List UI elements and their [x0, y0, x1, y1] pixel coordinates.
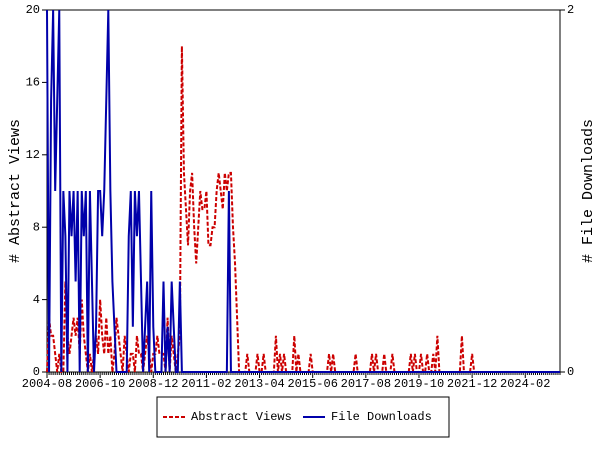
plot-frame [46, 9, 561, 373]
y-tick-label: 8 [33, 220, 40, 234]
y-tick-label: 20 [26, 3, 40, 17]
legend-label: File Downloads [331, 410, 432, 424]
y-tick-label: 4 [33, 293, 40, 307]
y2-axis-title: # File Downloads [580, 119, 597, 263]
x-tick-label: 2013-04 [234, 377, 284, 391]
y-tick-label: 0 [33, 365, 40, 379]
x-tick-label: 2015-06 [287, 377, 337, 391]
y2-tick-label: 0 [567, 365, 574, 379]
y-tick-label: 12 [26, 148, 40, 162]
x-tick-label: 2024-02 [500, 377, 550, 391]
x-tick-label: 2008-12 [128, 377, 178, 391]
x-tick-label: 2019-10 [394, 377, 444, 391]
y-tick-label: 16 [26, 76, 40, 90]
y-axis-title: # Abstract Views [7, 119, 24, 263]
legend-label: Abstract Views [191, 410, 292, 424]
x-tick-label: 2017-08 [341, 377, 391, 391]
x-tick-label: 2021-12 [447, 377, 497, 391]
y2-tick-label: 2 [567, 3, 574, 17]
x-tick-label: 2006-10 [75, 377, 125, 391]
series-line [46, 46, 560, 373]
series-line [46, 9, 560, 373]
x-tick-label: 2004-08 [22, 377, 72, 391]
x-tick-label: 2011-02 [181, 377, 231, 391]
